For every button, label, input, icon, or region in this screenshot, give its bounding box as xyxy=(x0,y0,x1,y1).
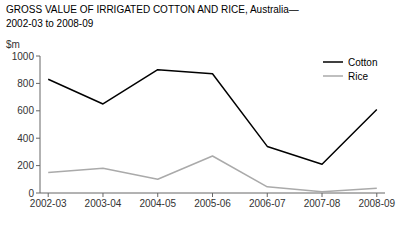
x-tick xyxy=(157,193,158,197)
x-tick-label: 2005-06 xyxy=(194,198,231,209)
x-tick-label: 2007-08 xyxy=(304,198,341,209)
chart: GROSS VALUE OF IRRIGATED COTTON AND RICE… xyxy=(0,0,397,227)
y-tick-label: 1000 xyxy=(12,51,35,62)
y-tick xyxy=(36,83,40,84)
legend-swatch xyxy=(323,61,343,63)
x-tick xyxy=(102,193,103,197)
y-tick xyxy=(36,110,40,111)
y-axis-label: $m xyxy=(6,39,20,50)
x-tick-label: 2003-04 xyxy=(85,198,122,209)
y-tick xyxy=(36,193,40,194)
y-tick-label: 800 xyxy=(17,78,34,89)
x-tick xyxy=(376,193,377,197)
x-tick xyxy=(212,193,213,197)
x-tick xyxy=(267,193,268,197)
x-tick xyxy=(322,193,323,197)
y-tick-label: 200 xyxy=(17,160,34,171)
chart-container: GROSS VALUE OF IRRIGATED COTTON AND RICE… xyxy=(0,0,397,227)
subtitle: 2002-03 to 2008-09 xyxy=(6,18,94,29)
plot-area xyxy=(48,70,377,192)
series-line xyxy=(48,156,377,192)
y-tick xyxy=(36,56,40,57)
x-tick-label: 2006-07 xyxy=(249,198,286,209)
series-line xyxy=(48,70,377,165)
title: GROSS VALUE OF IRRIGATED COTTON AND RICE… xyxy=(6,4,299,15)
legend-swatch xyxy=(323,75,343,77)
y-tick-label: 400 xyxy=(17,133,34,144)
legend-label: Rice xyxy=(348,71,368,82)
legend-label: Cotton xyxy=(348,57,377,68)
x-tick-label: 2004-05 xyxy=(139,198,176,209)
y-tick-label: 0 xyxy=(28,188,34,199)
y-tick xyxy=(36,165,40,166)
x-tick xyxy=(48,193,49,197)
y-tick xyxy=(36,138,40,139)
x-tick-label: 2002-03 xyxy=(30,198,67,209)
x-tick-label: 2008-09 xyxy=(358,198,395,209)
y-tick-label: 600 xyxy=(17,105,34,116)
y-axis-line xyxy=(40,56,41,193)
